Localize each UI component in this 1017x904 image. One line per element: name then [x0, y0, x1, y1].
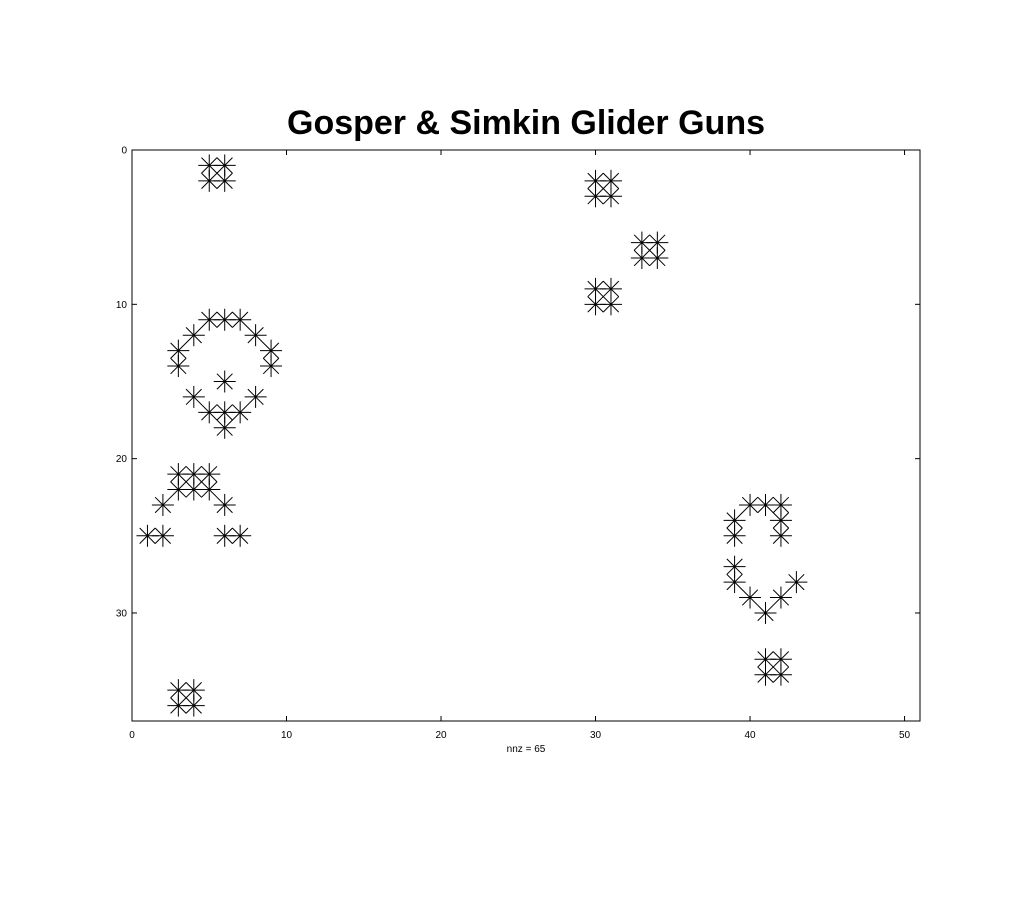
data-point — [214, 494, 236, 516]
data-point — [646, 247, 668, 269]
data-point — [770, 525, 792, 547]
data-point — [214, 417, 236, 439]
y-tick-label: 0 — [121, 146, 127, 157]
data-point — [770, 664, 792, 686]
chart-title: Gosper & Simkin Glider Guns — [287, 104, 765, 142]
data-point — [260, 355, 282, 377]
x-tick-label: 10 — [281, 730, 293, 741]
data-point — [167, 355, 189, 377]
data-point — [152, 525, 174, 547]
x-tick-label: 20 — [435, 730, 447, 741]
data-point — [600, 185, 622, 207]
x-axis-label: nnz = 65 — [507, 744, 546, 755]
data-point — [724, 525, 746, 547]
data-point — [229, 525, 251, 547]
x-tick-label: 30 — [590, 730, 602, 741]
data-point — [754, 602, 776, 624]
data-point — [183, 695, 205, 717]
x-tick-label: 0 — [129, 730, 135, 741]
x-tick-label: 50 — [899, 730, 911, 741]
y-tick-label: 20 — [116, 454, 128, 465]
data-point — [214, 370, 236, 392]
y-tick-label: 10 — [116, 300, 128, 311]
data-markers — [136, 154, 807, 716]
data-point — [214, 170, 236, 192]
y-tick-label: 30 — [116, 608, 128, 619]
data-point — [600, 293, 622, 315]
axis-ticks: 0 10 20 30 40 50 0 10 20 30 — [116, 146, 920, 742]
plot-frame — [132, 150, 920, 721]
data-point — [152, 494, 174, 516]
x-tick-label: 40 — [744, 730, 756, 741]
